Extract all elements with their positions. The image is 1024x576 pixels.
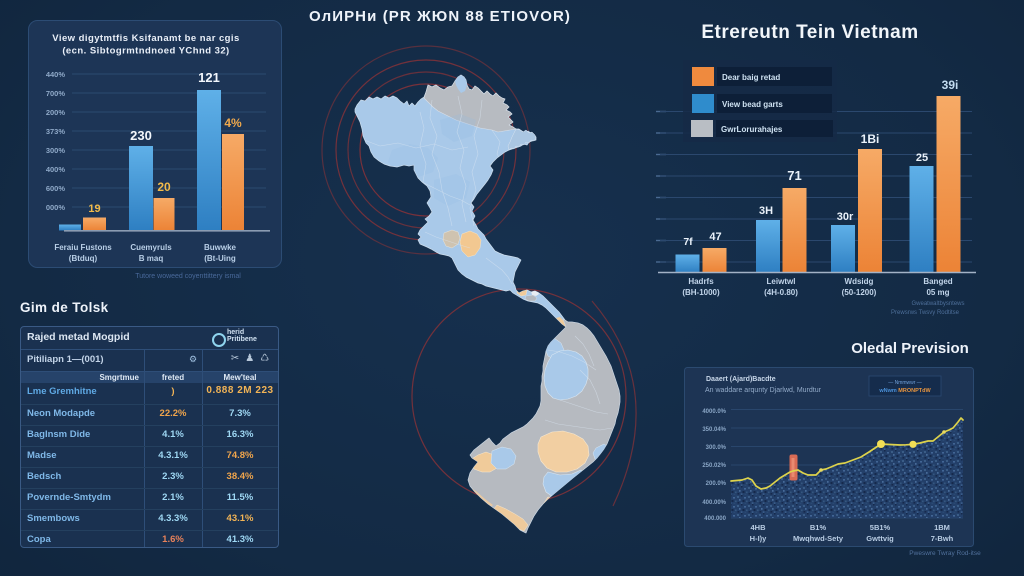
svg-text:Mwqhwd-Sety: Mwqhwd-Sety: [793, 534, 844, 543]
svg-text:400.00%: 400.00%: [702, 500, 726, 506]
svg-text:Gweatwaltbysntews: Gweatwaltbysntews: [911, 301, 964, 307]
svg-text:71: 71: [787, 168, 801, 183]
svg-text:373%: 373%: [46, 127, 66, 136]
svg-text:4000.0%: 4000.0%: [702, 409, 726, 415]
svg-text:Leiwtwl: Leiwtwl: [767, 277, 796, 286]
svg-text:440%: 440%: [46, 70, 66, 79]
svg-text:5B1%: 5B1%: [870, 523, 891, 532]
svg-text:250.02%: 250.02%: [702, 463, 726, 469]
svg-text:Feraiu Fustons: Feraiu Fustons: [54, 243, 112, 252]
svg-text:000%: 000%: [46, 203, 66, 212]
svg-text:600%: 600%: [46, 184, 66, 193]
svg-text:Buwwke: Buwwke: [204, 243, 237, 252]
svg-text:Gwttvig: Gwttvig: [866, 534, 894, 543]
svg-text:1Bi: 1Bi: [861, 132, 880, 146]
svg-text:05 mg: 05 mg: [926, 288, 949, 297]
svg-text:(4H-0.80): (4H-0.80): [764, 288, 798, 297]
svg-text:(ecn. Sibtogrmtndnoed YChnd 32: (ecn. Sibtogrmtndnoed YChnd 32): [62, 46, 229, 57]
svg-text:121: 121: [198, 70, 220, 85]
svg-text:200%: 200%: [46, 108, 66, 117]
svg-text:Banged: Banged: [923, 277, 952, 286]
svg-text:B1%: B1%: [810, 523, 827, 532]
svg-text:39i: 39i: [942, 78, 959, 92]
svg-text:B maq: B maq: [139, 254, 164, 263]
svg-text:350.04%: 350.04%: [702, 427, 726, 433]
svg-text:wNwm MRONPTdW: wNwm MRONPTdW: [878, 388, 931, 394]
svg-text:— Nmmwwr —: — Nmmwwr —: [888, 380, 922, 386]
svg-text:19: 19: [88, 203, 100, 215]
svg-text:Dear baig retad: Dear baig retad: [722, 73, 780, 82]
svg-text:7f: 7f: [683, 236, 693, 248]
svg-text:(50-1200): (50-1200): [842, 288, 877, 297]
svg-text:GwrLorurahajes: GwrLorurahajes: [721, 125, 783, 134]
svg-text:An waddare arqunty Djarlwd, Mu: An waddare arqunty Djarlwd, Murdtur: [705, 387, 822, 394]
svg-text:3H: 3H: [759, 205, 773, 217]
svg-text:(Bt-Uing: (Bt-Uing: [204, 254, 236, 263]
svg-text:400%: 400%: [46, 165, 66, 174]
svg-text:(BH-1000): (BH-1000): [682, 288, 720, 297]
svg-text:200.0%: 200.0%: [706, 481, 727, 487]
svg-text:1BM: 1BM: [934, 523, 950, 532]
svg-text:Etrereutn Tein Vietnam: Etrereutn Tein Vietnam: [701, 22, 918, 43]
svg-text:Daaert (Ajard)Bacdte: Daaert (Ajard)Bacdte: [706, 376, 776, 383]
svg-text:View bead garts: View bead garts: [722, 100, 783, 109]
svg-text:25: 25: [916, 152, 928, 164]
svg-text:700%: 700%: [46, 89, 66, 98]
svg-text:4HB: 4HB: [750, 523, 766, 532]
svg-text:Cuemyruls: Cuemyruls: [130, 243, 172, 252]
svg-text:4%: 4%: [224, 116, 242, 130]
svg-text:47: 47: [709, 231, 721, 243]
svg-text:H-I)y: H-I)y: [750, 534, 767, 543]
svg-text:(Btduq): (Btduq): [69, 254, 98, 263]
svg-text:Hadrfs: Hadrfs: [688, 277, 714, 286]
svg-text:7-Bwh: 7-Bwh: [931, 534, 954, 543]
svg-text:30r: 30r: [837, 211, 854, 223]
svg-text:20: 20: [157, 180, 171, 194]
svg-text:230: 230: [130, 128, 152, 143]
svg-text:300.0%: 300.0%: [706, 445, 727, 451]
svg-text:400.000: 400.000: [704, 516, 726, 522]
svg-text:300%: 300%: [46, 146, 66, 155]
svg-text:Wdsidg: Wdsidg: [845, 277, 874, 286]
svg-text:View digytmtfis Ksifanamt be n: View digytmtfis Ksifanamt be nar cgis: [52, 33, 240, 44]
